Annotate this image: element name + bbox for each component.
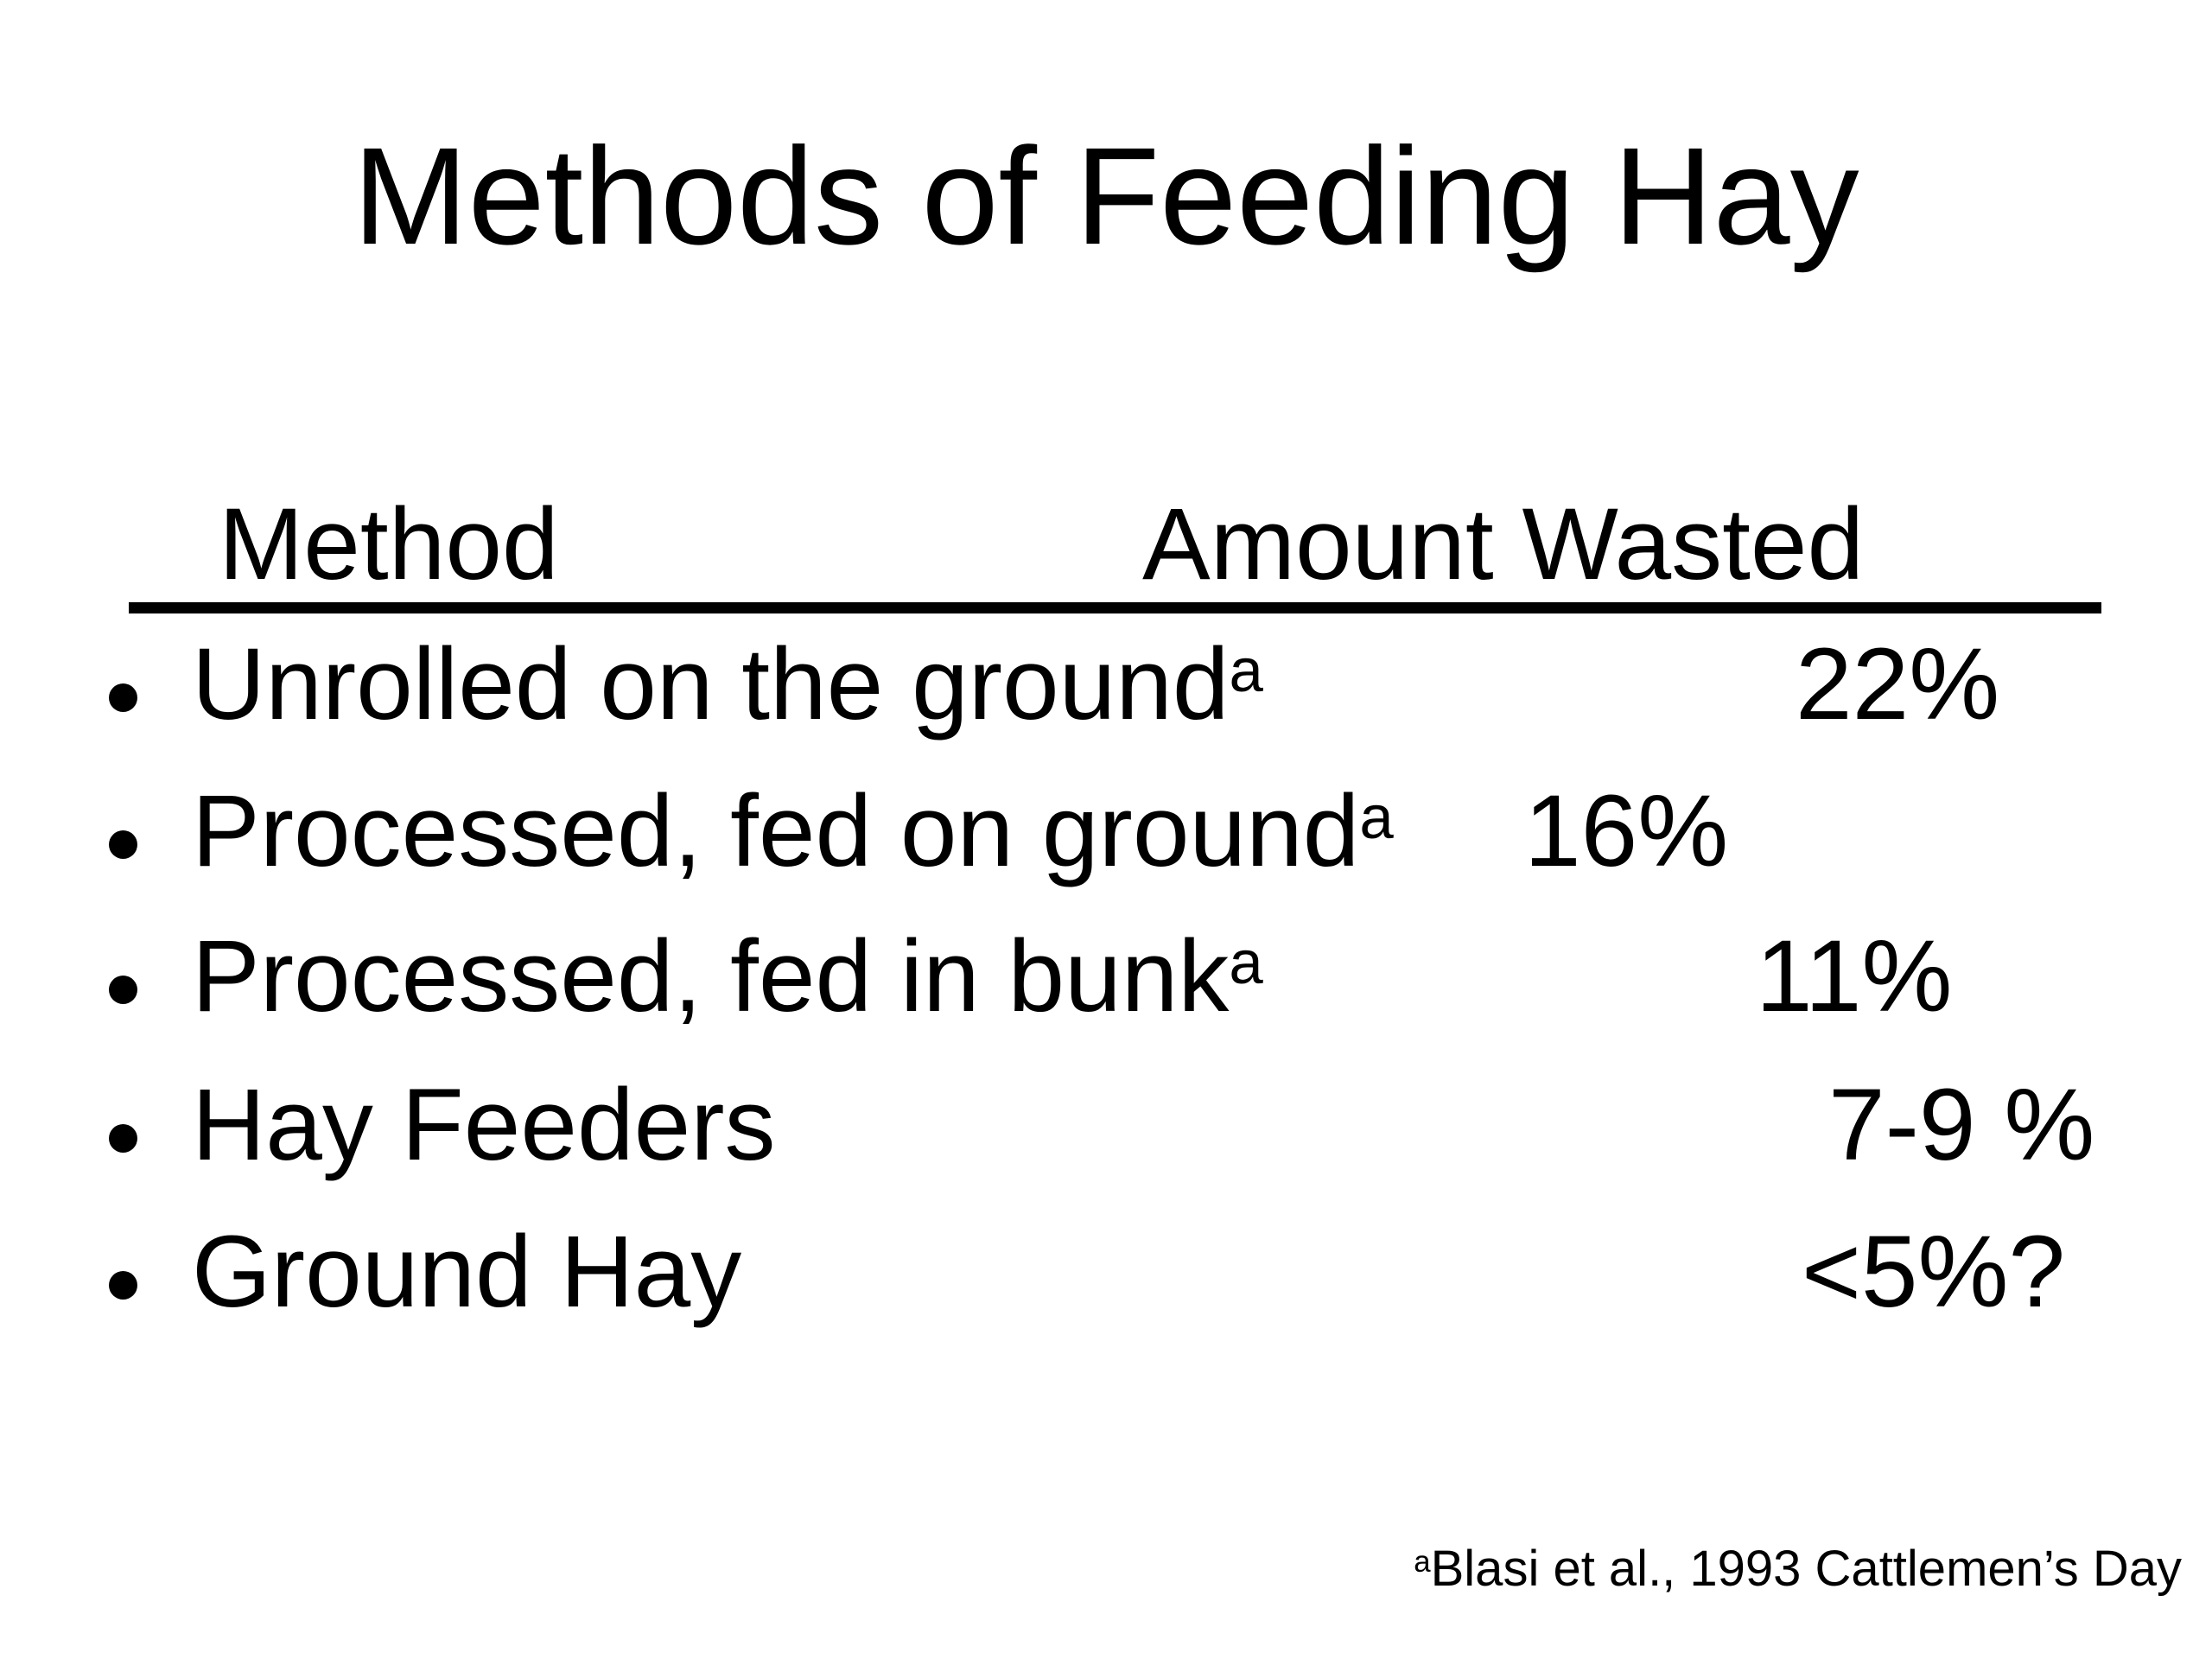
- table-header-row: Method Amount Wasted: [0, 493, 2212, 606]
- method-cell: Processed, fed on grounda: [192, 780, 1394, 882]
- footnote-marker: a: [1229, 637, 1263, 706]
- method-cell: Hay Feeders: [192, 1074, 776, 1176]
- table-row: Hay Feeders 7-9 %: [0, 1074, 2212, 1221]
- table-row: Processed, fed on grounda 16%: [0, 780, 2212, 927]
- amount-wasted-cell: 16%: [1524, 774, 1729, 888]
- footnote-marker: a: [1414, 1545, 1431, 1580]
- amount-wasted-cell: <5%?: [1802, 1215, 2066, 1329]
- method-label: Ground Hay: [192, 1215, 742, 1329]
- method-label: Unrolled on the ground: [192, 627, 1230, 741]
- header-divider-line: [129, 602, 2101, 613]
- bullet-icon: [109, 1271, 137, 1300]
- citation-footnote: aBlasi et al., 1993 Cattlemen’s Day: [1414, 1544, 2182, 1594]
- method-cell: Ground Hay: [192, 1221, 741, 1323]
- amount-wasted-cell: 22%: [1796, 627, 2000, 741]
- footnote-marker: a: [1359, 784, 1394, 853]
- table-row: Processed, fed in bunka 11%: [0, 925, 2212, 1072]
- column-header-amount-wasted: Amount Wasted: [1142, 487, 1865, 601]
- table-row: Unrolled on the grounda 22%: [0, 633, 2212, 780]
- bullet-icon: [109, 830, 137, 859]
- bullet-icon: [109, 976, 137, 1004]
- method-label: Processed, fed in bunk: [192, 919, 1230, 1033]
- amount-wasted-cell: 11%: [1756, 919, 1953, 1033]
- bullet-icon: [109, 1124, 137, 1153]
- footnote-marker: a: [1229, 929, 1263, 998]
- amount-wasted-cell: 7-9 %: [1828, 1068, 2095, 1182]
- method-label: Processed, fed on ground: [192, 774, 1360, 888]
- bullet-icon: [109, 683, 137, 712]
- method-cell: Processed, fed in bunka: [192, 925, 1263, 1027]
- method-cell: Unrolled on the grounda: [192, 633, 1263, 735]
- citation-text: Blasi et al., 1993 Cattlemen’s Day: [1430, 1541, 2182, 1597]
- column-header-method: Method: [219, 487, 559, 601]
- slide-title: Methods of Feeding Hay: [353, 118, 1859, 273]
- method-label: Hay Feeders: [192, 1068, 776, 1182]
- table-row: Ground Hay <5%?: [0, 1221, 2212, 1368]
